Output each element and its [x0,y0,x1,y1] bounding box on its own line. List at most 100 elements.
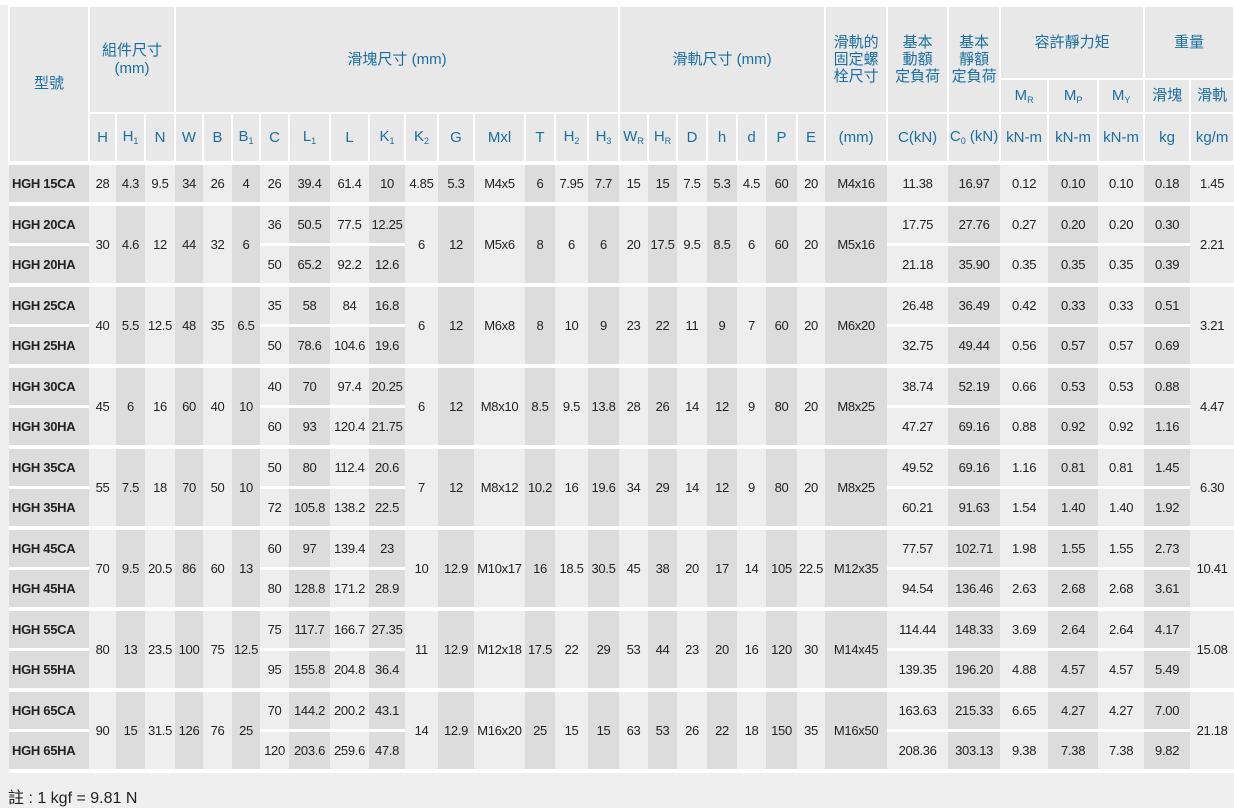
cell-mr: 6.65 [1000,688,1049,731]
cell-h: 90 [89,688,116,773]
cell-c0: 35.90 [948,243,1001,285]
cell-b1: 6 [232,202,260,285]
cell-wr: 23 [619,283,648,366]
cell-h: 17 [707,526,737,609]
cell-block: 0.51 [1144,283,1191,326]
cell-block: 1.16 [1144,405,1191,447]
cell-mxl: M12x18 [474,607,525,690]
model-name: HGH 45CA [9,526,89,569]
cell-g: 12 [438,283,474,366]
header-symbol-21: P [765,112,798,164]
cell-c: 70 [260,688,289,731]
cell-block: 3.61 [1144,567,1191,609]
cell-c0: 69.16 [948,445,1001,488]
cell-c: 50 [260,324,289,366]
cell-h3: 13.8 [588,364,619,447]
cell-p: 80 [766,364,797,447]
cell-c: 35 [260,283,289,326]
header-weight-1: 滑軌 [1189,78,1234,114]
cell-l1: 105.8 [289,486,330,528]
cell-w: 70 [175,445,203,528]
cell-cdyn: 139.35 [887,648,949,690]
symbol: H [563,128,575,146]
cell-d: 20 [677,526,707,609]
cell-k1: 23 [369,526,405,569]
cell-mr: 0.88 [1000,405,1049,447]
subscript: 0 [960,136,966,147]
cell-d: 9.5 [677,202,707,285]
cell-h: 8.5 [707,202,737,285]
cell-my: 0.20 [1098,202,1145,245]
cell-mxl: M16x20 [474,688,525,773]
cell-l: 120.4 [330,405,369,447]
cell-mr: 1.54 [1000,486,1049,528]
header-moment-0: MR [999,78,1050,114]
header-symbol-18: D [676,112,708,164]
cell-h: 28 [89,161,116,204]
cell-l1: 50.5 [289,202,330,245]
header-model: 型號 [8,5,90,164]
model-name: HGH 55HA [9,648,89,690]
symbol: H [653,128,665,146]
cell-my: 2.68 [1098,567,1145,609]
cell-w: 48 [175,283,203,366]
cell-l1: 65.2 [289,243,330,285]
cell-wr: 53 [619,607,648,690]
cell-l1: 97 [289,526,330,569]
cell-bolt: M12x35 [825,526,888,609]
cell-h1: 4.3 [116,161,145,204]
cell-c: 36 [260,202,289,245]
model-name: HGH 35CA [9,445,89,488]
cell-cdyn: 17.75 [887,202,949,245]
cell-mp: 0.57 [1048,324,1099,366]
model-name: HGH 15CA [9,161,89,204]
cell-n: 16 [145,364,175,447]
cell-mp: 2.64 [1048,607,1099,650]
cell-l: 92.2 [330,243,369,285]
table-row: HGH 25HA 50 78.6 104.6 19.6 32.75 49.44 0.56 0.5… [9,324,1234,366]
header-symbol-19: h [706,112,738,164]
symbol: G [450,128,462,146]
cell-k2: 11 [405,607,438,690]
cell-h: 22 [707,688,737,773]
cell-e: 20 [797,161,826,204]
cell-mp: 0.53 [1048,364,1099,407]
header-symbol-10: K2 [404,112,439,164]
cell-mp: 7.38 [1048,729,1099,773]
symbol: L [345,128,354,146]
cell-mr: 0.66 [1000,364,1049,407]
symbol: H [122,128,134,146]
cell-cdyn: 163.63 [887,688,949,731]
cell-l: 171.2 [330,567,369,609]
cell-hr: 15 [648,161,677,204]
header-bolt: 滑軌的 固定螺 栓尺寸 [824,5,889,114]
header-symbol-14: H2 [554,112,589,164]
cell-l1: 39.4 [289,161,330,204]
cell-bolt: M16x50 [825,688,888,773]
header-dynamic-load: 基本 動額 定負荷 [886,5,950,114]
cell-mp: 0.33 [1048,283,1099,326]
cell-l1: 58 [289,283,330,326]
cell-mp: 0.35 [1048,243,1099,285]
cell-l: 259.6 [330,729,369,773]
cell-k1: 43.1 [369,688,405,731]
cell-h: 55 [89,445,116,528]
table-row: HGH 20CA 30 4.6 12 44 32 6 36 50.5 77.5 12.25 6 12 M5… [9,202,1234,285]
cell-h2: 18.5 [555,526,588,609]
subscript: R [637,136,644,147]
cell-mr: 0.42 [1000,283,1049,326]
cell-mxl: M8x10 [474,364,525,447]
header-assembly: 組件尺寸 (mm) [88,5,176,114]
header-moment-2: MY [1097,78,1146,114]
cell-p: 60 [766,161,797,204]
cell-c0: 69.16 [948,405,1001,447]
cell-l: 61.4 [330,161,369,204]
cell-l: 104.6 [330,324,369,366]
symbol: B [238,128,249,146]
header-moment-unit-2: kN-m [1097,112,1146,164]
table-row: HGH 45HA 80 128.8 171.2 28.9 94.54 136.46 2.63 2… [9,567,1234,609]
cell-block: 0.30 [1144,202,1191,245]
symbol: D [686,128,698,146]
cell-b: 26 [203,161,232,204]
cell-hr: 38 [648,526,677,609]
